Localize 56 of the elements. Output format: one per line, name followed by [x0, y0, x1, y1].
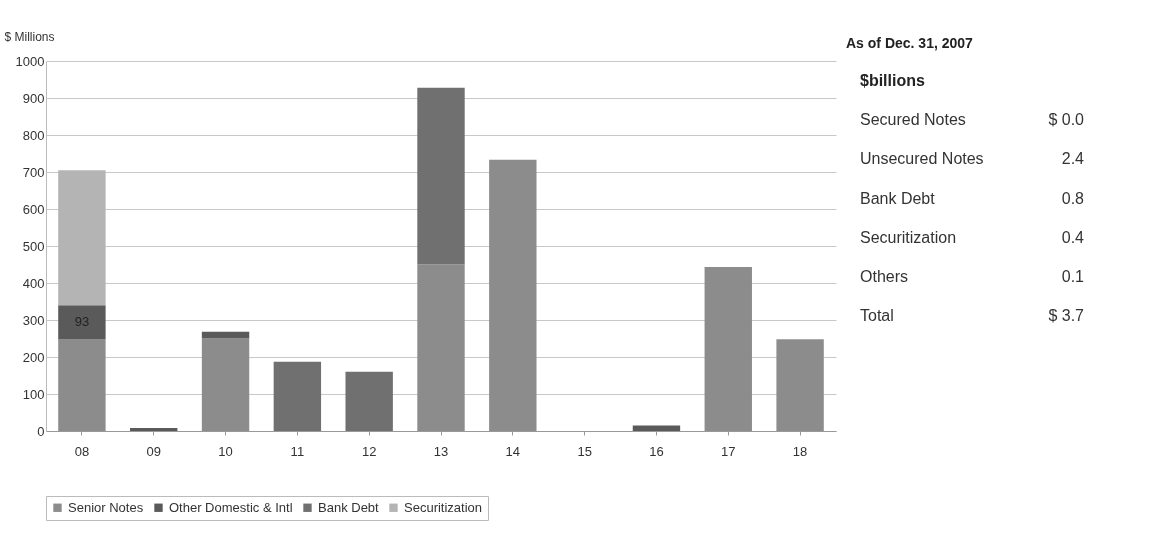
text: $ 3.7 — [1048, 307, 1084, 325]
x-tick-label: 09 — [146, 443, 161, 459]
legend-label: Bank Debt — [318, 499, 380, 515]
y-tick-label: 700 — [22, 164, 45, 180]
y-tick-label: 500 — [22, 238, 45, 254]
y-tick-label: 200 — [22, 349, 45, 365]
y-tick-label: 300 — [22, 312, 45, 328]
y-tick-label: 800 — [22, 127, 45, 143]
bar — [58, 339, 106, 431]
category-label: Secured Notes — [860, 110, 966, 128]
legend-label: Senior Notes — [68, 499, 144, 515]
legend-label: Other Domestic & Intl — [169, 499, 293, 515]
bar — [345, 371, 393, 431]
bar — [58, 305, 106, 340]
text: 2.4 — [1061, 150, 1084, 168]
y-tick-label: 100 — [22, 386, 45, 402]
category-label: Total — [860, 307, 894, 325]
bar — [489, 159, 537, 431]
text: 0.8 — [1061, 189, 1084, 207]
x-tick-label: 15 — [577, 443, 592, 459]
y-tick-label: 600 — [22, 201, 45, 217]
category-label: Unsecured Notes — [860, 150, 984, 168]
text: As of Dec. 31, 2007 — [846, 35, 974, 51]
x-tick-label: 16 — [649, 443, 664, 459]
legend-label: Securitization — [404, 499, 483, 515]
x-tick-label: 12 — [361, 443, 377, 459]
bar — [273, 361, 322, 431]
text: $billions — [860, 71, 925, 89]
text: $ 0.0 — [1048, 110, 1084, 128]
x-tick-label: 18 — [792, 443, 808, 459]
x-tick-label: 11 — [290, 443, 305, 459]
category-label: Bank Debt — [860, 189, 936, 207]
category-label: Others — [860, 268, 909, 286]
bar — [776, 339, 824, 431]
category-label: Securitization — [860, 228, 957, 246]
text: 0.1 — [1061, 268, 1084, 286]
bar — [704, 267, 752, 431]
x-tick-label: 10 — [218, 443, 233, 459]
bar — [632, 425, 681, 431]
x-tick-label: 08 — [74, 443, 90, 459]
y-tick-label: 0 — [37, 423, 45, 439]
y-tick-label: 400 — [22, 275, 45, 291]
data-label: 93 — [74, 314, 90, 330]
x-tick-label: 14 — [505, 443, 521, 459]
bar — [417, 87, 465, 265]
bar — [417, 264, 465, 431]
y-tick-label: 900 — [22, 90, 45, 106]
bar — [201, 331, 250, 339]
bar — [201, 338, 250, 431]
x-tick-label: 17 — [721, 443, 736, 459]
bar — [58, 170, 106, 306]
y-axis-title: $ Millions — [4, 29, 55, 44]
bar — [130, 428, 178, 431]
x-tick-label: 13 — [433, 443, 449, 459]
text: 0.4 — [1061, 228, 1084, 246]
y-tick-label: 1000 — [15, 53, 45, 69]
